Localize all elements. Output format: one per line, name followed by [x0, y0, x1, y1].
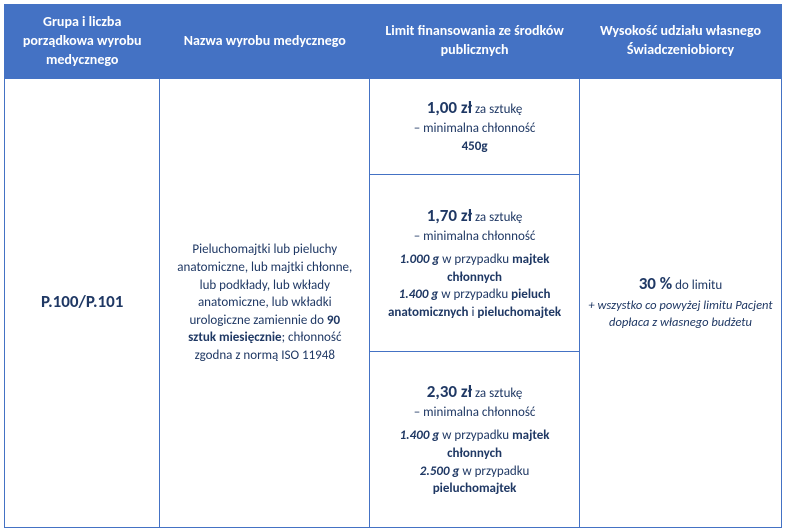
limit-tier-1: 1,00 zł za sztukę – minimalna chłonność … [370, 78, 580, 175]
table-container: Grupa i liczba porządkowa wyrobu medyczn… [0, 0, 786, 532]
detail-3b: 2.500 g w przypadku pieluchomajtek [378, 463, 571, 498]
header-name: Nazwa wyrobu medycznego [160, 5, 370, 79]
limit-tier-2: 1,70 zł za sztukę – minimalna chłonność … [370, 175, 580, 351]
detail-2a: 1.000 g w przypadku majtek chłonnych [378, 251, 571, 286]
share-note: + wszystko co powyżej limitu Pacjent dop… [586, 298, 775, 332]
header-group: Grupa i liczba porządkowa wyrobu medyczn… [5, 5, 160, 79]
header-share: Wysokość udziału własnego Świadczeniobio… [579, 5, 781, 79]
price-unit-1: za sztukę [472, 102, 522, 117]
price-1: 1,00 zł [427, 97, 472, 118]
absorb-label-2: – minimalna chłonność [378, 228, 571, 246]
absorb-label-3: – minimalna chłonność [378, 404, 571, 422]
product-code: P.100/P.101 [5, 78, 160, 527]
price-3: 2,30 zł [427, 381, 472, 402]
share-text: do limitu [672, 278, 722, 293]
product-description: Pieluchomajtki lub pieluchy anatomiczne,… [160, 78, 370, 527]
absorb-label-1: – minimalna chłonność [378, 120, 571, 138]
absorb-value-1: 450g [378, 138, 571, 156]
price-2: 1,70 zł [427, 205, 472, 226]
header-limit: Limit finansowania ze środków publicznyc… [370, 5, 580, 79]
price-unit-3: za sztukę [472, 386, 522, 401]
patient-share: 30 % do limitu + wszystko co powyżej lim… [579, 78, 781, 527]
limit-tier-3: 2,30 zł za sztukę – minimalna chłonność … [370, 351, 580, 527]
table-row: P.100/P.101 Pieluchomajtki lub pieluchy … [5, 78, 782, 175]
price-unit-2: za sztukę [472, 210, 522, 225]
header-row: Grupa i liczba porządkowa wyrobu medyczn… [5, 5, 782, 79]
share-pct: 30 % [639, 273, 672, 294]
detail-2b: 1.400 g w przypadku pieluch anatomicznyc… [378, 286, 571, 321]
detail-3a: 1.400 g w przypadku majtek chłonnych [378, 427, 571, 462]
financing-table: Grupa i liczba porządkowa wyrobu medyczn… [4, 4, 782, 528]
